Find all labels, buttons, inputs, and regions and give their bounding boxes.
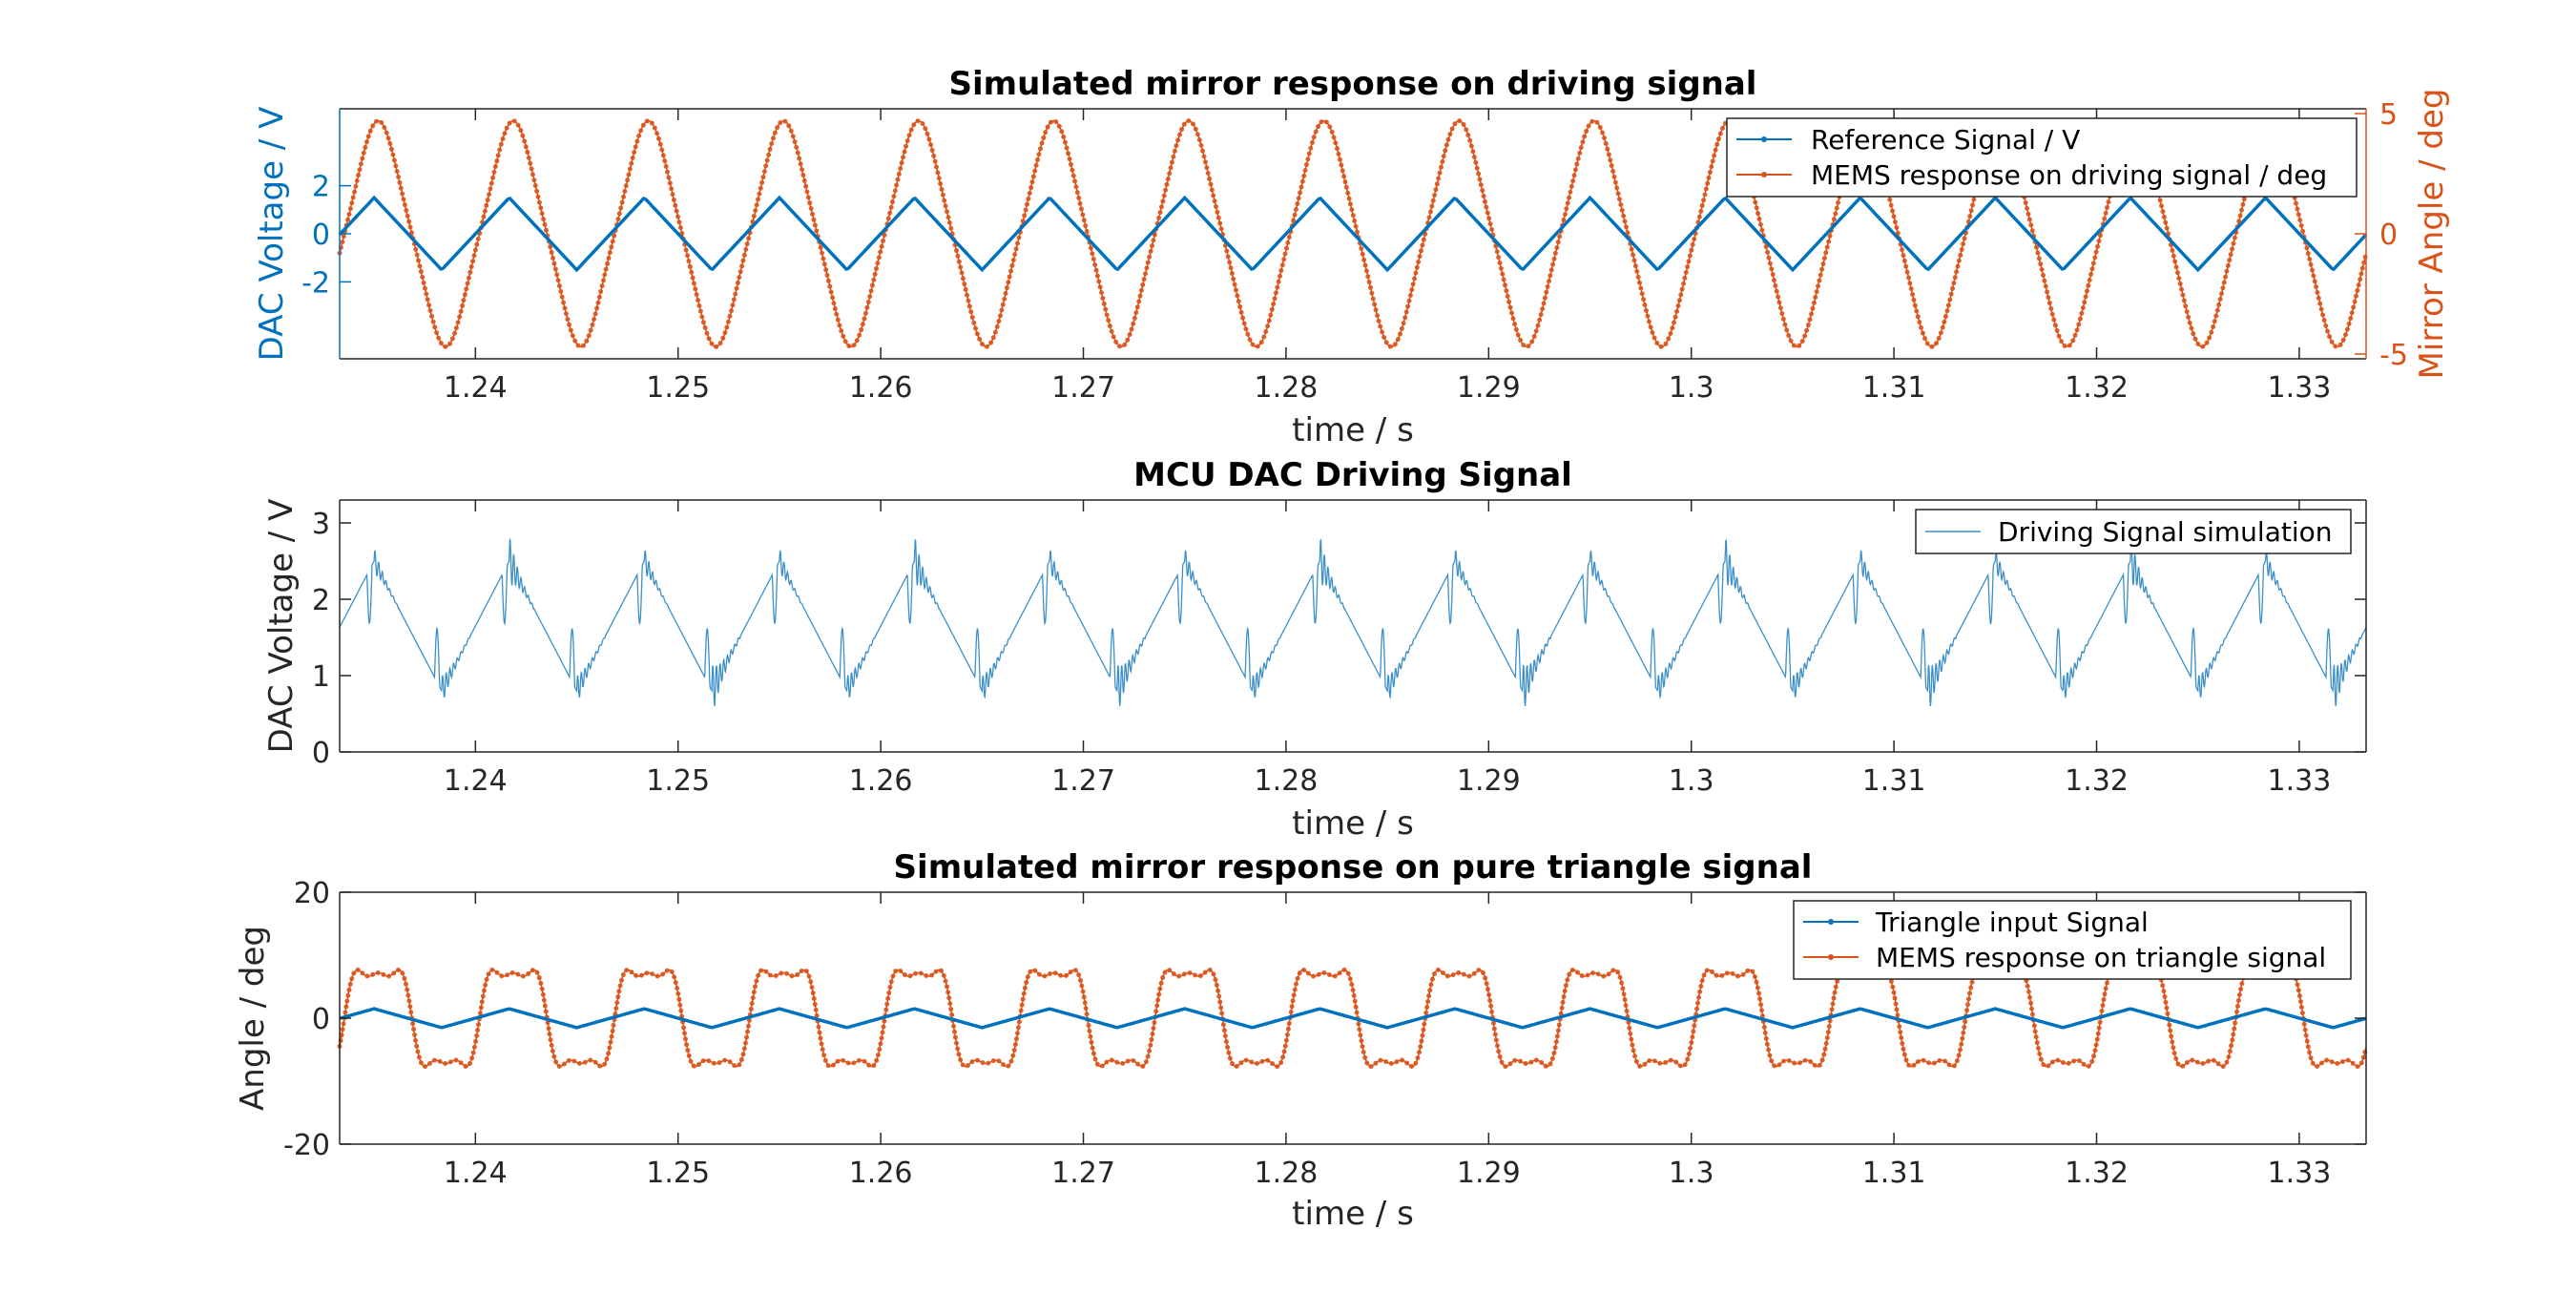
x-tick-label: 1.3 xyxy=(1669,1157,1714,1190)
y-tick-label: -2 xyxy=(301,266,330,300)
x-tick-label: 1.32 xyxy=(2065,371,2129,405)
plot-2-axes: 1.24 1.25 1.26 1.27 1.28 1.29 1.3 1.31 1.32 1.33 0… xyxy=(312,499,2367,798)
plot-3-title: Simulated mirror response on pure triang… xyxy=(894,848,1813,886)
x-tick-label: 1.25 xyxy=(646,764,710,798)
plot-3-ylabel: Angle / deg xyxy=(234,926,272,1111)
plot-1-xlabel: time / s xyxy=(1292,411,1414,449)
plot-2-data xyxy=(339,537,2367,707)
panel-driving-response: 1.24 1.25 1.26 1.27 1.28 1.29 1.3 1.31 1.32 1.33 -… xyxy=(253,65,2451,449)
plot-1-title: Simulated mirror response on driving sig… xyxy=(949,65,1757,103)
legend-3-marker-triangle xyxy=(1828,919,1834,925)
legend-3-marker-mems xyxy=(1828,954,1834,960)
legend-box-3 xyxy=(1793,900,2352,980)
x-tick-label: 1.29 xyxy=(1457,764,1521,798)
x-tick-label: 1.26 xyxy=(849,764,913,798)
legend-1-marker-reference xyxy=(1761,136,1767,142)
series-mems-driving-markers xyxy=(337,118,2369,349)
legend-3-label-triangle: Triangle input Signal xyxy=(1875,907,2149,938)
plot-1-ylabel-left: DAC Voltage / V xyxy=(253,107,291,362)
legend-box-1 xyxy=(1726,117,2358,198)
series-driving-signal xyxy=(339,537,2367,707)
y-tick-label: 0 xyxy=(312,219,330,252)
x-tick-label: 1.25 xyxy=(646,371,710,405)
y-right-tick-label: 0 xyxy=(2379,219,2398,252)
plot-2-legend: Driving Signal simulation xyxy=(1915,509,2352,554)
x-tick-label: 1.28 xyxy=(1255,371,1319,405)
x-tick-label: 1.26 xyxy=(849,1157,913,1190)
x-tick-label: 1.29 xyxy=(1457,1157,1521,1190)
legend-1-label-reference: Reference Signal / V xyxy=(1811,124,2080,156)
legend-2-label-driving: Driving Signal simulation xyxy=(1998,516,2333,548)
x-tick-label: 1.24 xyxy=(444,371,508,405)
y-tick-label: 0 xyxy=(312,737,330,770)
panel-triangle-response: 1.24 1.25 1.26 1.27 1.28 1.29 1.3 1.31 1.32 1.33 -… xyxy=(234,848,2369,1233)
plot-3-legend: Triangle input Signal MEMS response on t… xyxy=(1793,900,2352,980)
y-tick-label: 20 xyxy=(294,877,330,910)
y-right-tick-label: 5 xyxy=(2379,98,2398,132)
x-tick-label: 1.31 xyxy=(1862,764,1926,798)
x-tick-label: 1.24 xyxy=(444,1157,508,1190)
x-tick-label: 1.3 xyxy=(1669,371,1714,405)
x-tick-label: 1.31 xyxy=(1862,1157,1926,1190)
x-tick-label: 1.28 xyxy=(1255,1157,1319,1190)
plot-2-ylabel: DAC Voltage / V xyxy=(262,499,301,754)
plot-1-ylabel-right: Mirror Angle / deg xyxy=(2413,89,2451,380)
x-tick-label: 1.29 xyxy=(1457,371,1521,405)
panel-dac-driving: 1.24 1.25 1.26 1.27 1.28 1.29 1.3 1.31 1.32 1.33 0… xyxy=(262,456,2367,843)
x-tick-label: 1.31 xyxy=(1862,371,1926,405)
x-tick-label: 1.3 xyxy=(1669,764,1714,798)
x-tick-label: 1.26 xyxy=(849,371,913,405)
x-tick-label: 1.33 xyxy=(2268,371,2332,405)
x-tick-label: 1.32 xyxy=(2065,1157,2129,1190)
y-tick-label: -20 xyxy=(283,1129,330,1162)
y-tick-label: 2 xyxy=(312,584,330,617)
series-mems-triangle-markers xyxy=(337,967,2369,1070)
x-tick-label: 1.33 xyxy=(2268,1157,2332,1190)
x-tick-label: 1.27 xyxy=(1051,371,1115,405)
x-tick-label: 1.33 xyxy=(2268,764,2332,798)
plot-1-legend: Reference Signal / V MEMS response on dr… xyxy=(1726,117,2358,198)
y-tick-label: 0 xyxy=(312,1003,330,1036)
y-right-tick-label: -5 xyxy=(2379,339,2408,372)
legend-box-2 xyxy=(1915,509,2352,554)
plot-3-data xyxy=(337,967,2369,1070)
x-tick-label: 1.27 xyxy=(1051,1157,1115,1190)
plot-3-axes: 1.24 1.25 1.26 1.27 1.28 1.29 1.3 1.31 1.32 1.33 -… xyxy=(283,877,2367,1190)
plot-2-xlabel: time / s xyxy=(1292,804,1414,843)
plot-2-title: MCU DAC Driving Signal xyxy=(1133,456,1572,494)
x-tick-label: 1.28 xyxy=(1255,764,1319,798)
series-reference-signal xyxy=(338,195,2368,273)
legend-1-marker-mems xyxy=(1761,172,1767,177)
y-tick-label: 3 xyxy=(312,508,330,541)
x-tick-label: 1.27 xyxy=(1051,764,1115,798)
x-tick-label: 1.24 xyxy=(444,764,508,798)
legend-1-label-mems: MEMS response on driving signal / deg xyxy=(1811,159,2327,191)
legend-3-label-mems: MEMS response on triangle signal xyxy=(1876,942,2326,973)
y-tick-label: 1 xyxy=(312,660,330,694)
y-tick-label: 2 xyxy=(312,171,330,204)
series-triangle-input xyxy=(339,1007,2367,1030)
plot-3-xlabel: time / s xyxy=(1292,1195,1414,1233)
x-tick-label: 1.32 xyxy=(2065,764,2129,798)
x-tick-label: 1.25 xyxy=(646,1157,710,1190)
plot-1-data xyxy=(337,118,2369,349)
plot-1-axes: 1.24 1.25 1.26 1.27 1.28 1.29 1.3 1.31 1.32 1.33 -… xyxy=(301,98,2408,405)
